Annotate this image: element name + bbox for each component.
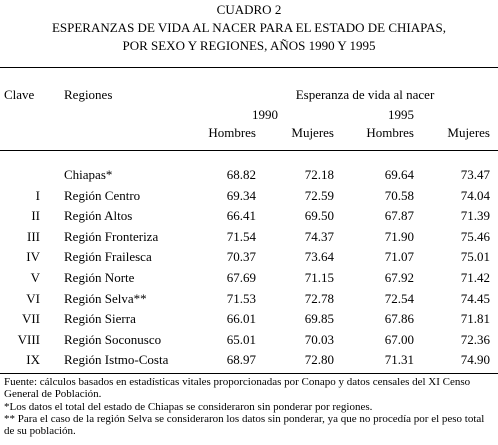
region: Región Norte — [64, 270, 135, 285]
cell: 75.01 — [460, 249, 490, 265]
header: Esperanza de vida al nacer — [295, 87, 435, 102]
cell: 72.80 — [304, 352, 334, 368]
cell: 66.41 — [226, 208, 256, 224]
clave: IV — [26, 249, 40, 265]
region: Región Frailesca — [64, 249, 152, 265]
header: Regiones — [64, 87, 113, 102]
sex-header: Mujeres — [447, 125, 490, 140]
cell: 68.97 — [226, 352, 256, 368]
cell: 69.50 — [304, 208, 334, 224]
cell: 70.58 — [384, 187, 414, 203]
note: Fuente: cálculos basados en estadísticas… — [4, 376, 471, 400]
cell: 67.69 — [226, 270, 256, 285]
cell: 75.46 — [460, 228, 490, 244]
year: 1995 — [388, 107, 414, 122]
rule — [0, 67, 498, 68]
rule — [0, 150, 498, 151]
cell: 72.18 — [304, 167, 334, 182]
region: Región Soconusco — [64, 331, 162, 347]
clave: VII — [21, 311, 40, 327]
cell: 72.36 — [460, 331, 490, 347]
cell: 70.03 — [304, 331, 334, 347]
cell: 71.90 — [384, 228, 414, 244]
year: 1990 — [252, 107, 278, 122]
cell: 71.07 — [384, 249, 414, 265]
cell: 67.87 — [384, 208, 414, 224]
cell: 71.53 — [226, 290, 256, 306]
cell: 71.15 — [304, 270, 334, 285]
clave: V — [30, 270, 40, 285]
cell: 69.85 — [304, 311, 334, 327]
cell: 73.47 — [460, 167, 490, 182]
note: *Los datos el total del estado de Chiapa… — [4, 401, 373, 413]
cell: 71.42 — [460, 270, 490, 285]
cell: 66.01 — [226, 311, 256, 327]
region: Región Centro — [64, 187, 141, 203]
title-line: POR SEXO Y REGIONES, AÑOS 1990 Y 1995 — [122, 38, 376, 53]
region: Región Istmo-Costa — [64, 352, 169, 368]
region: Región Fronteriza — [64, 228, 159, 244]
clave: III — [27, 228, 40, 244]
region: Región Sierra — [64, 311, 136, 327]
clave: VIII — [17, 331, 40, 347]
region: Región Selva** — [64, 290, 147, 306]
cell: 67.00 — [384, 331, 414, 347]
cell: 71.54 — [226, 228, 256, 244]
cell: 71.81 — [460, 311, 490, 327]
cell: 65.01 — [226, 331, 256, 347]
sex-header: Hombres — [208, 125, 256, 140]
cell: 73.64 — [304, 249, 334, 265]
cell: 67.86 — [384, 311, 414, 327]
cell: 70.37 — [226, 249, 256, 265]
clave: II — [31, 208, 40, 224]
title-line: ESPERANZAS DE VIDA AL NACER PARA EL ESTA… — [51, 20, 447, 35]
title-line: CUADRO 2 — [216, 2, 282, 17]
clave: VI — [26, 290, 40, 306]
sex-header: Hombres — [366, 125, 414, 140]
region: Chiapas* — [64, 167, 113, 182]
cell: 69.34 — [226, 187, 256, 203]
cell: 74.37 — [304, 228, 334, 244]
cell: 71.31 — [384, 352, 414, 368]
clave: I — [35, 187, 40, 203]
cell: 68.82 — [226, 167, 256, 182]
note: ** Para el caso de la región Selva se co… — [4, 413, 485, 437]
cell: 74.04 — [460, 187, 490, 203]
cell: 74.90 — [460, 352, 490, 368]
region: Región Altos — [64, 208, 133, 224]
cell: 72.54 — [384, 290, 414, 306]
header: Clave — [4, 87, 35, 102]
sex-header: Mujeres — [291, 125, 334, 140]
cell: 72.59 — [304, 187, 334, 203]
cell: 74.45 — [460, 290, 490, 306]
cell: 72.78 — [304, 290, 334, 306]
rule — [0, 373, 498, 374]
cell: 67.92 — [384, 270, 414, 285]
cell: 69.64 — [384, 167, 414, 182]
clave: IX — [26, 352, 40, 368]
cell: 71.39 — [460, 208, 490, 224]
